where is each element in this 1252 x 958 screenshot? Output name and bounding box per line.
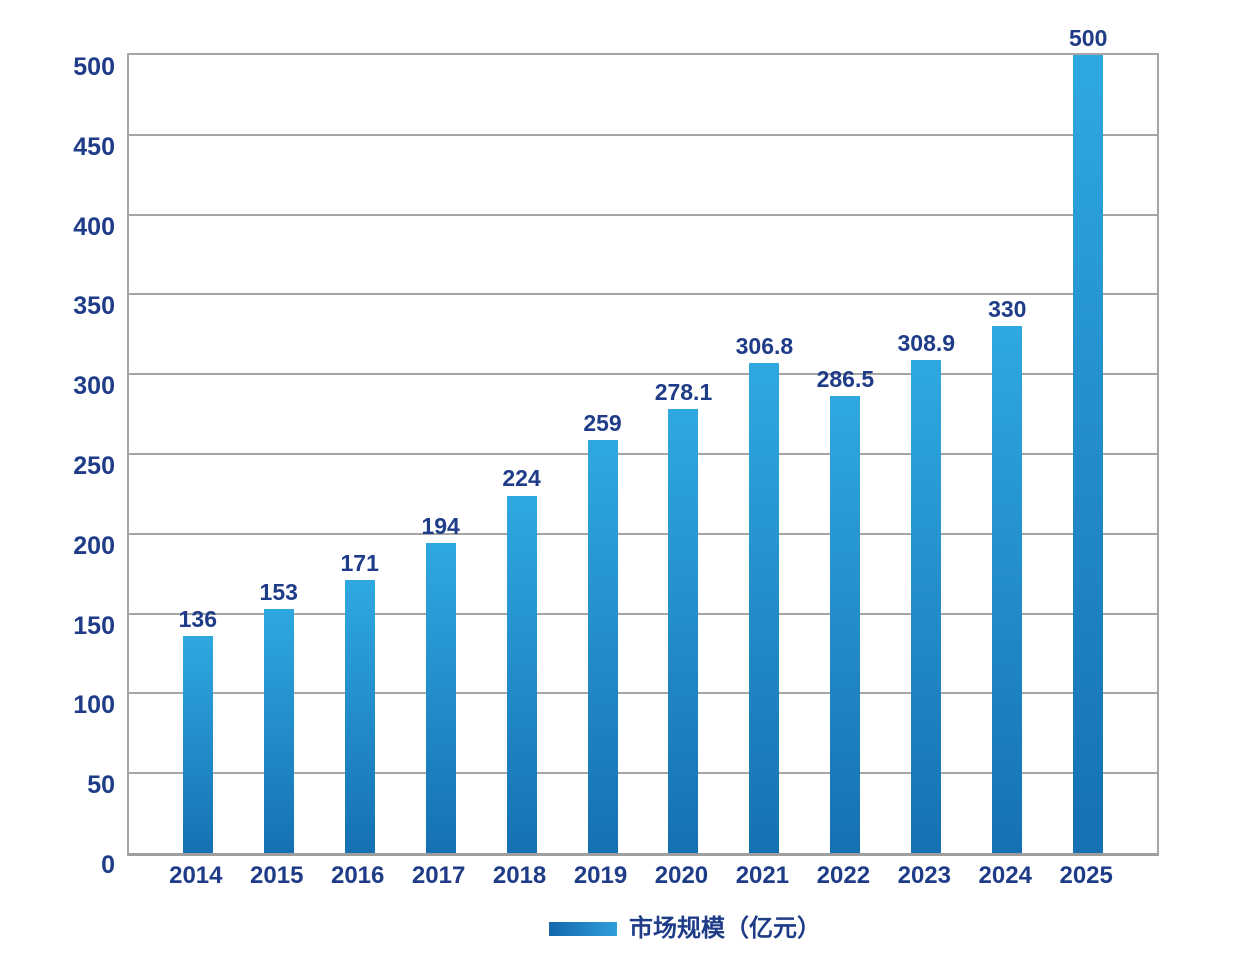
x-axis-tick-label: 2019 (573, 862, 628, 889)
x-axis-tick-label: 2015 (250, 862, 304, 889)
gridline (129, 532, 1157, 535)
bar-value-label: 259 (583, 409, 622, 436)
bar (425, 543, 456, 853)
bar-value-label: 286.5 (816, 365, 875, 392)
x-axis-tick-label: 2018 (492, 862, 547, 889)
bar (749, 363, 780, 853)
y-axis-tick-label: 350 (73, 292, 115, 321)
x-axis-tick-label: 2016 (330, 862, 385, 889)
bar-value-label: 500 (1069, 25, 1108, 51)
x-axis-tick-label: 2025 (1059, 862, 1113, 889)
y-axis-tick-label: 0 (101, 851, 115, 879)
legend-swatch (549, 922, 617, 936)
x-axis-tick-label: 2024 (978, 862, 1032, 889)
bar (344, 580, 375, 853)
plot-area: 136 153 171 194 224 259 278.1 306.8 286.5 308.9 33… (127, 25, 1159, 856)
bar-value-label: 278.1 (654, 379, 713, 406)
y-axis-tick-label: 500 (73, 53, 115, 81)
legend: 市场规模（亿元） (549, 915, 821, 943)
bar-value-label: 194 (421, 513, 460, 540)
gridline (129, 453, 1157, 455)
bar-value-label: 171 (340, 550, 379, 577)
y-axis-tick-label: 50 (87, 771, 115, 800)
bar (182, 635, 213, 853)
gridline (129, 133, 1157, 136)
bar (506, 495, 537, 853)
x-axis-tick-label: 2022 (816, 862, 871, 889)
gridline (129, 612, 1157, 615)
y-axis-tick-label: 400 (73, 212, 115, 241)
bar (668, 409, 699, 853)
gridline (129, 213, 1157, 216)
bar (587, 439, 618, 853)
x-axis-tick-label: 2023 (897, 862, 951, 889)
bar (1073, 55, 1104, 853)
bar (830, 395, 861, 853)
x-axis-tick-label: 2021 (735, 862, 790, 889)
bar-value-label: 330 (988, 296, 1027, 323)
x-axis-tick-label: 2017 (411, 862, 466, 889)
y-axis-tick-label: 300 (73, 372, 115, 401)
y-axis-tick-label: 250 (73, 452, 115, 480)
bar (992, 326, 1023, 853)
y-axis-tick-label: 200 (73, 531, 115, 560)
x-axis-tick-label: 2014 (169, 862, 223, 889)
y-axis-tick-label: 450 (73, 132, 115, 161)
bar-value-label: 224 (502, 465, 541, 492)
bar-value-label: 136 (178, 605, 217, 632)
gridline (129, 293, 1157, 296)
gridline (129, 692, 1157, 695)
bar-value-label: 153 (259, 578, 298, 605)
bar-value-label: 306.8 (735, 333, 794, 360)
bar (263, 608, 294, 853)
y-axis-tick-label: 100 (73, 691, 115, 720)
x-axis-tick-label: 2020 (654, 862, 709, 889)
gridline (129, 772, 1157, 775)
bar-value-label: 308.9 (897, 329, 956, 356)
gridline (129, 373, 1157, 376)
legend-label: 市场规模（亿元） (629, 915, 821, 942)
bar (911, 360, 942, 853)
y-axis-tick-label: 150 (73, 611, 115, 640)
